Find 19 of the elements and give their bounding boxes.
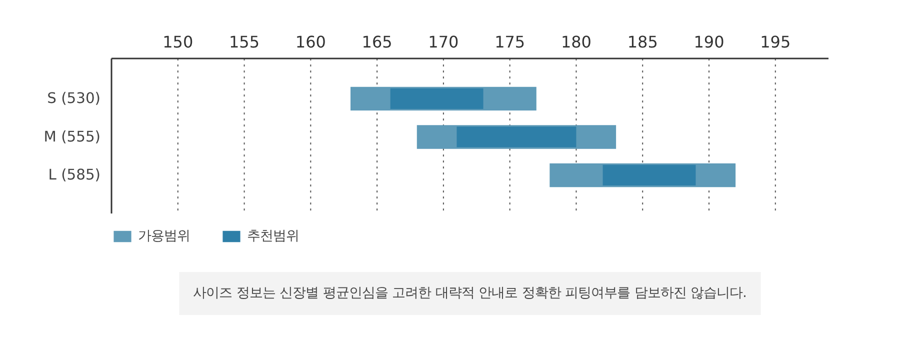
y-tick-label: L (585) xyxy=(48,166,100,184)
x-tick-label: 170 xyxy=(428,32,459,52)
bar xyxy=(456,126,576,148)
legend-label: 추천범위 xyxy=(247,228,299,245)
text: 사이즈 정보는 신장별 평균인심을 고려한 대략적 안내로 정확한 피팅여부를 담보하진 않습니다. xyxy=(193,286,747,301)
x-tick-label: 195 xyxy=(760,32,791,52)
x-tick-label: 160 xyxy=(295,32,326,52)
x-tick-label: 190 xyxy=(694,32,724,52)
y-tick-label: S (530) xyxy=(47,90,101,108)
legend-label: 가용범위 xyxy=(138,228,190,245)
x-tick-label: 175 xyxy=(494,32,526,52)
x-tick-label: 165 xyxy=(362,32,392,52)
bar xyxy=(390,88,484,110)
x-tick-label: 155 xyxy=(229,32,260,52)
x-tick-label: 150 xyxy=(162,32,194,52)
y-tick-label: M (555) xyxy=(44,128,101,146)
bar xyxy=(602,164,696,186)
x-tick-label: 180 xyxy=(560,32,592,52)
x-tick-label: 185 xyxy=(627,32,658,52)
